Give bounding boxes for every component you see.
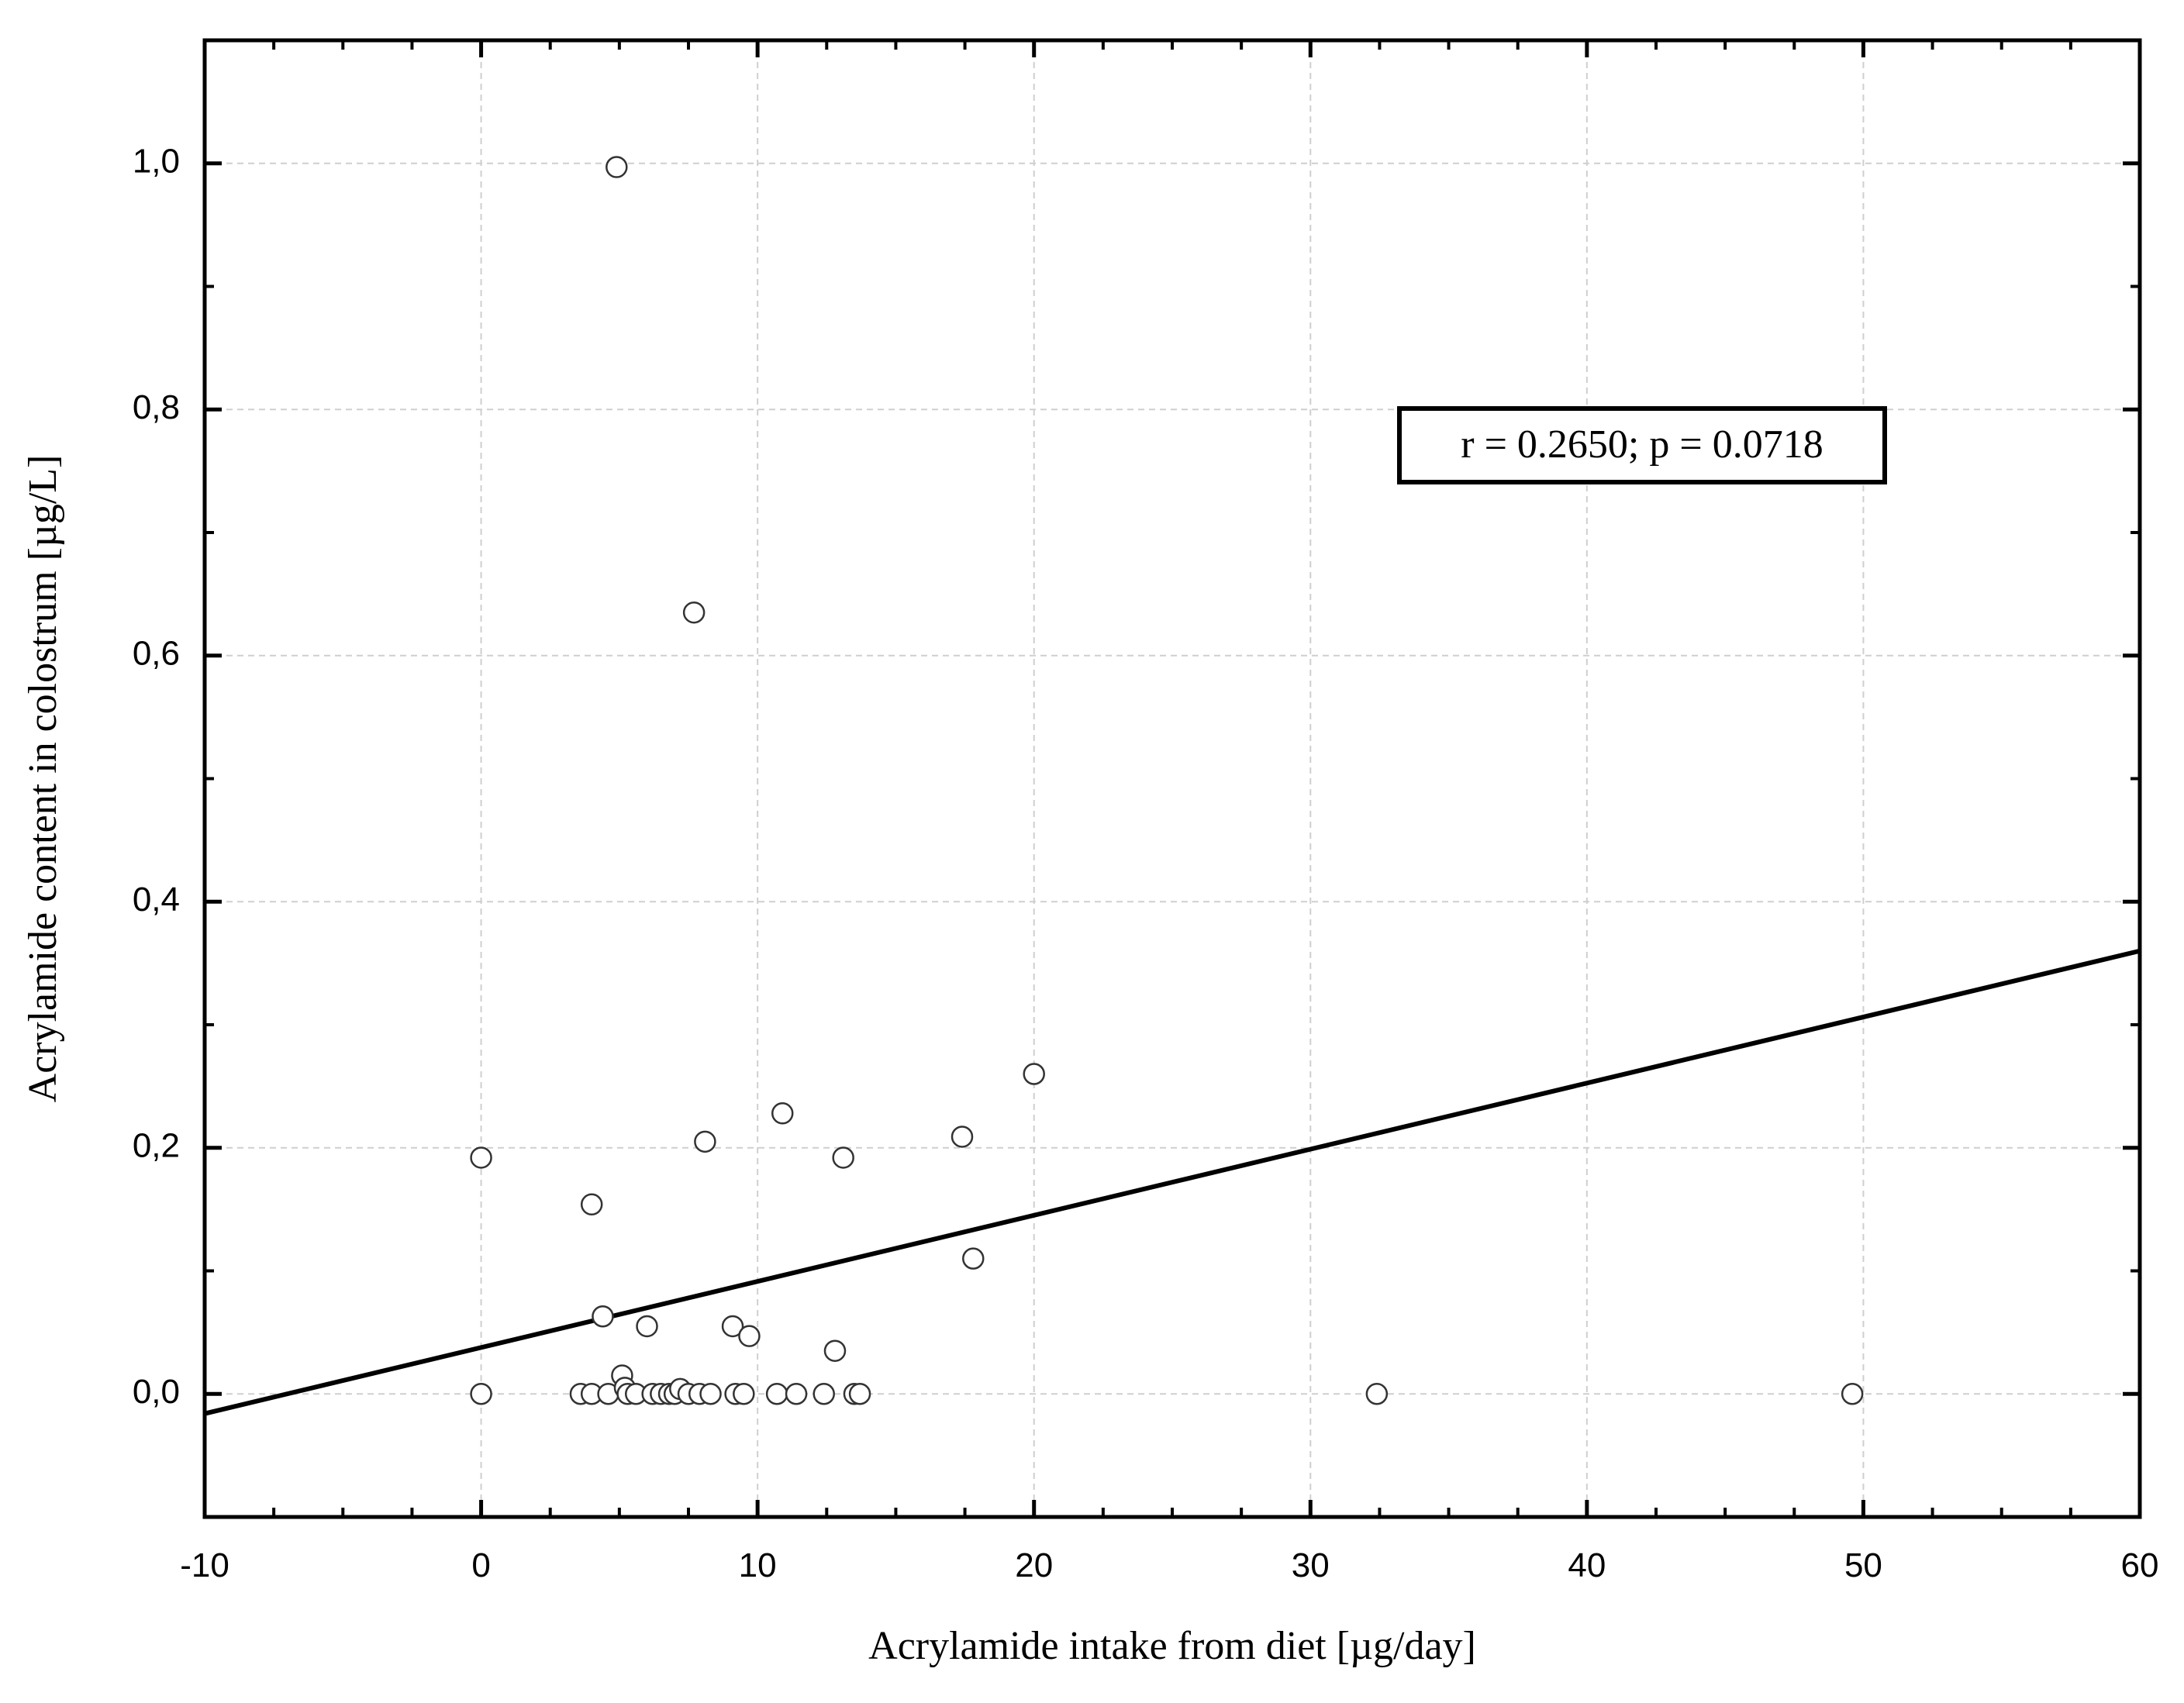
y-tick-label: 0,6 <box>133 634 180 672</box>
data-point <box>682 601 706 624</box>
regression-line <box>204 948 2141 1416</box>
x-tick-label: 20 <box>1015 1546 1053 1584</box>
data-point <box>813 1383 835 1405</box>
y-tick-label: 1,0 <box>133 142 180 180</box>
data-point <box>738 1325 761 1347</box>
axis-ticks <box>202 39 2142 1519</box>
y-tick-labels: 0,0 0,2 0,4 0,6 0,8 1,0 <box>133 142 180 1411</box>
annotation-text: r = 0.2650; p = 0.0718 <box>1461 422 1823 467</box>
data-point <box>694 1130 716 1153</box>
data-point <box>606 156 628 178</box>
x-tick-label: 50 <box>1844 1546 1882 1584</box>
x-tick-labels: -10 0 10 20 30 40 50 60 <box>180 1546 2158 1584</box>
data-point <box>785 1383 808 1405</box>
data-points <box>470 156 1864 1405</box>
data-point <box>699 1383 722 1405</box>
data-point <box>832 1146 854 1169</box>
data-point <box>765 1383 788 1405</box>
data-point <box>592 1305 614 1328</box>
data-point <box>1841 1383 1864 1405</box>
data-point <box>848 1383 871 1405</box>
data-point <box>470 1383 492 1405</box>
data-point <box>823 1339 847 1362</box>
x-tick-label: 0 <box>471 1546 490 1584</box>
data-point <box>951 1126 974 1148</box>
plot-frame <box>202 38 2142 1519</box>
data-point <box>771 1102 794 1125</box>
x-tick-label: 10 <box>739 1546 777 1584</box>
data-point <box>721 1315 744 1338</box>
correlation-annotation: r = 0.2650; p = 0.0718 <box>1397 406 1887 484</box>
grid-lines <box>205 40 2140 1517</box>
data-point <box>1365 1383 1389 1405</box>
y-tick-label: 0,2 <box>133 1126 180 1164</box>
x-tick-label: -10 <box>180 1546 229 1584</box>
data-point <box>470 1146 492 1169</box>
data-point <box>636 1315 658 1338</box>
annotation-box <box>1397 406 1887 484</box>
data-point <box>733 1383 755 1405</box>
data-point <box>1023 1063 1045 1085</box>
y-tick-label: 0,8 <box>133 388 180 426</box>
y-tick-label: 0,4 <box>133 881 180 919</box>
x-axis-title: Acrylamide intake from diet [µg/day] <box>868 1624 1476 1668</box>
x-tick-label: 30 <box>1292 1546 1330 1584</box>
y-axis-title: Acrylamide content in colostrum [µg/L] <box>21 455 65 1103</box>
x-tick-label: 60 <box>2121 1546 2159 1584</box>
data-point <box>962 1247 985 1270</box>
x-tick-label: 40 <box>1568 1546 1606 1584</box>
regression-line-group <box>204 948 2141 1416</box>
y-tick-label: 0,0 <box>133 1373 180 1411</box>
data-point <box>580 1193 603 1216</box>
